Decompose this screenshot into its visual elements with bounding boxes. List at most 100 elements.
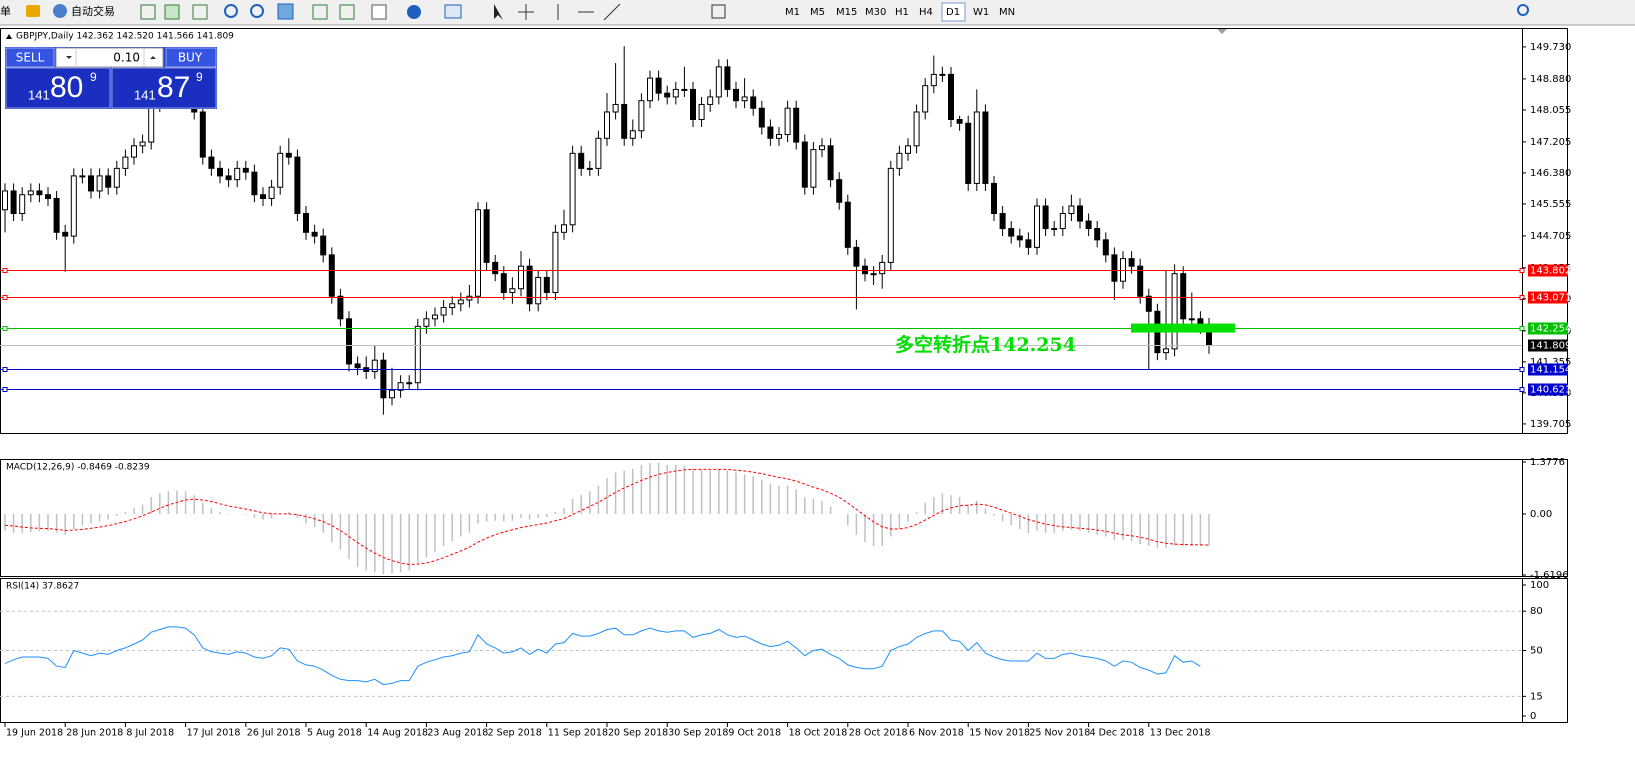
level-label: 141.154: [1530, 365, 1571, 376]
candle-body: [991, 182, 997, 215]
candle-body: [113, 167, 120, 188]
candle-body: [810, 149, 817, 188]
candle-body: [500, 273, 507, 293]
x-tick-label: 9 Oct 2018: [728, 728, 781, 739]
candle-body: [225, 175, 232, 181]
icon[interactable]: [339, 4, 355, 20]
sell-label[interactable]: SELL: [16, 51, 45, 65]
candle-body: [1163, 348, 1169, 354]
candle-body: [1025, 239, 1032, 248]
icon[interactable]: [444, 4, 462, 19]
candle-body: [62, 231, 69, 237]
candle-body: [1051, 228, 1058, 231]
line-icons[interactable]: [557, 3, 621, 21]
icon[interactable]: [224, 4, 238, 18]
level-handle: [1519, 387, 1525, 392]
timeframe-button[interactable]: M5: [810, 7, 825, 18]
candle-body: [664, 92, 671, 98]
timeframe-button[interactable]: M15: [836, 7, 857, 18]
icon[interactable]: [53, 4, 67, 18]
timeframe-button[interactable]: H4: [919, 7, 933, 18]
y-tick-label: 139.705: [1530, 419, 1571, 430]
candle-body: [354, 363, 361, 369]
candle-body: [612, 103, 619, 113]
candle-body: [784, 107, 791, 136]
candle-body: [277, 152, 284, 188]
candle-body: [457, 299, 464, 305]
candle-body: [1016, 235, 1023, 241]
candle-body: [638, 100, 645, 132]
x-tick-label: 20 Sep 2018: [608, 728, 668, 739]
icon[interactable]: [250, 4, 264, 18]
buy-button[interactable]: [165, 47, 217, 68]
level-handle: [2, 268, 8, 273]
candle-body: [793, 107, 800, 143]
toolbar: 单 自动交易 M1 M5 M15 M30 H1 H4 D1 W1 MN: [0, 0, 1635, 26]
lot-input[interactable]: [55, 47, 164, 68]
search-icon[interactable]: [1517, 4, 1529, 16]
candle-body: [655, 77, 662, 94]
x-tick-label: 28 Jun 2018: [66, 728, 123, 739]
y-tick-label: 0: [1530, 711, 1536, 722]
timeframe-button[interactable]: M30: [865, 7, 886, 18]
level-handle: [1519, 326, 1525, 331]
signal-line: [4, 468, 1210, 566]
x-tick-label: 25 Nov 2018: [1029, 728, 1090, 739]
candle-body: [251, 171, 258, 196]
candle-body: [1059, 213, 1066, 230]
candle-body: [285, 152, 292, 158]
toolbar-item[interactable]: 单: [0, 5, 11, 18]
text-icon[interactable]: [711, 4, 726, 19]
icon[interactable]: [407, 5, 421, 19]
lot-down[interactable]: [66, 56, 72, 59]
candle-body: [1077, 205, 1083, 222]
buy-label[interactable]: BUY: [178, 51, 203, 65]
icon[interactable]: [192, 4, 208, 20]
y-tick-label: 146.380: [1530, 168, 1571, 179]
timeframe-button[interactable]: MN: [999, 7, 1015, 18]
timeframe-button[interactable]: M1: [785, 7, 800, 18]
timeframe-button[interactable]: D1: [946, 7, 960, 18]
y-tick-label: 15: [1530, 691, 1543, 702]
candle-body: [79, 175, 86, 178]
icon[interactable]: [312, 4, 328, 20]
y-tick-label: 148.880: [1530, 74, 1571, 85]
candle-body: [724, 66, 731, 90]
candle-body: [965, 122, 972, 184]
candle-body: [535, 276, 542, 305]
icon[interactable]: [140, 4, 156, 20]
crosshair-icon[interactable]: [518, 4, 534, 20]
icon[interactable]: [164, 4, 180, 20]
candle-body: [1094, 228, 1101, 241]
icon[interactable]: [26, 5, 40, 17]
candle-body: [1008, 228, 1015, 237]
timeframe-button[interactable]: H1: [895, 7, 909, 18]
candle-body: [2, 190, 8, 211]
sell-price-box[interactable]: [5, 67, 111, 109]
icon[interactable]: [277, 3, 294, 20]
candle-body: [1085, 220, 1092, 230]
sell-button[interactable]: [5, 47, 55, 68]
candle-body: [1034, 205, 1040, 248]
y-tick-label: 141.355: [1530, 357, 1571, 368]
candle-body: [569, 152, 576, 226]
candle-body: [595, 137, 602, 169]
candle-body: [707, 96, 714, 105]
y-tick-label: -1.6196: [1530, 570, 1569, 581]
candle-body: [741, 96, 748, 102]
lot-up[interactable]: [150, 56, 156, 59]
buy-price-box[interactable]: [111, 67, 217, 109]
timeframe-button[interactable]: W1: [973, 7, 989, 18]
candle-body: [139, 141, 146, 147]
candle-body: [956, 119, 963, 124]
candle-body: [337, 295, 344, 320]
candle-body: [397, 382, 404, 391]
candle-body: [1188, 318, 1195, 321]
current-price-label: 141.809: [1530, 341, 1571, 352]
icon[interactable]: [371, 4, 387, 20]
lot-value[interactable]: 0.10: [113, 51, 140, 65]
x-tick-label: 23 Aug 2018: [427, 728, 488, 739]
candle-body: [45, 194, 51, 199]
toolbar-item[interactable]: 自动交易: [71, 4, 115, 18]
cursor-icon[interactable]: [494, 4, 503, 20]
